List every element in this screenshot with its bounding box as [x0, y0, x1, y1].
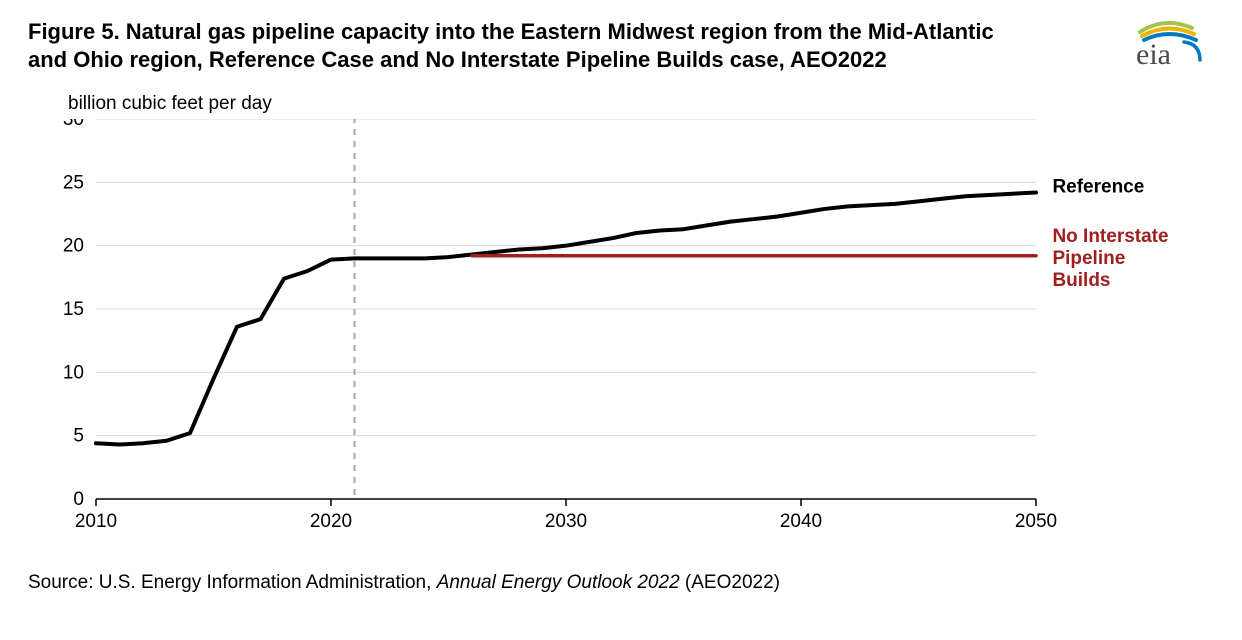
- line-chart-svg: 051015202530201020202030204020502021hist…: [28, 119, 1214, 559]
- y-tick-label: 25: [63, 172, 84, 193]
- figure-page: Figure 5. Natural gas pipeline capacity …: [0, 0, 1242, 640]
- series-label-no-interstate-pipeline-builds: Builds: [1052, 270, 1110, 291]
- source-italic: Annual Energy Outlook 2022: [437, 572, 680, 593]
- y-tick-label: 5: [73, 426, 84, 447]
- y-tick-label: 20: [63, 236, 84, 257]
- eia-logo-text: eia: [1136, 38, 1171, 70]
- series-reference: [96, 192, 1036, 444]
- source-line: Source: U.S. Energy Information Administ…: [28, 572, 1214, 594]
- y-tick-label: 15: [63, 299, 84, 320]
- x-tick-label: 2050: [1015, 511, 1057, 532]
- series-label-no-interstate-pipeline-builds: No Interstate: [1052, 226, 1168, 247]
- x-tick-label: 2040: [780, 511, 822, 532]
- source-prefix: Source: U.S. Energy Information Administ…: [28, 572, 437, 593]
- chart-area: 051015202530201020202030204020502021hist…: [28, 119, 1214, 564]
- source-suffix: (AEO2022): [680, 572, 780, 593]
- x-tick-label: 2010: [75, 511, 117, 532]
- header-row: Figure 5. Natural gas pipeline capacity …: [28, 18, 1214, 75]
- series-label-no-interstate-pipeline-builds: Pipeline: [1052, 248, 1125, 269]
- y-tick-label: 0: [73, 489, 84, 510]
- eia-logo: eia: [1122, 14, 1208, 75]
- x-tick-label: 2020: [310, 511, 352, 532]
- y-axis-unit-label: billion cubic feet per day: [68, 93, 1214, 115]
- y-tick-label: 10: [63, 362, 84, 383]
- x-tick-label: 2030: [545, 511, 587, 532]
- series-label-reference: Reference: [1052, 176, 1144, 197]
- y-tick-label: 30: [63, 119, 84, 130]
- figure-title: Figure 5. Natural gas pipeline capacity …: [28, 18, 1028, 73]
